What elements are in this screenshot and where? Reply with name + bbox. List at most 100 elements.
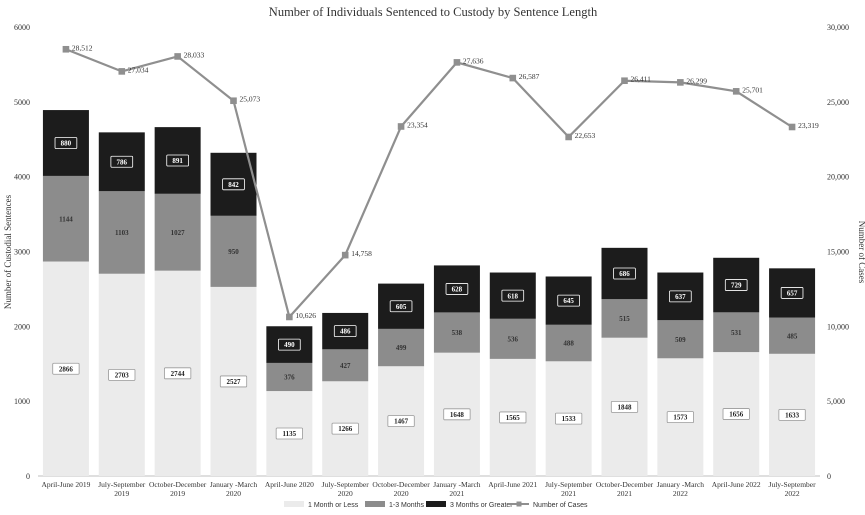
x-tick-label: April-June 2022: [712, 480, 761, 489]
data-label-box: [389, 300, 413, 313]
x-tick-label: 2020: [338, 489, 353, 498]
bar-segment: [378, 328, 425, 367]
data-label: 1103: [115, 229, 129, 237]
legend-swatch: [426, 501, 446, 507]
data-label: 531: [731, 329, 742, 337]
y-tick-label: 3000: [14, 248, 30, 257]
data-label: 605: [396, 303, 407, 311]
x-tick-label: July-September: [322, 480, 370, 489]
line-point: [565, 133, 572, 141]
data-label-box: [108, 368, 136, 381]
x-tick-label: October-December: [149, 480, 207, 489]
bar-segment: [210, 215, 257, 287]
data-label-box: [555, 412, 583, 425]
data-label: 891: [172, 157, 183, 165]
bar-segment: [769, 317, 816, 354]
bar-segment: [433, 312, 480, 353]
x-tick-label: July-September: [98, 480, 146, 489]
data-label: 628: [452, 286, 463, 294]
data-label-box: [387, 415, 415, 428]
x-tick-label: January -March: [657, 480, 705, 489]
bar-segment: [42, 175, 89, 262]
data-label: 1656: [729, 411, 744, 419]
line-data-label: 28,512: [72, 43, 93, 52]
bar-segment: [98, 191, 145, 274]
bar-segment: [601, 299, 648, 338]
line-point: [118, 68, 126, 75]
data-label: 645: [563, 297, 574, 305]
data-label: 509: [675, 336, 686, 344]
legend-swatch: [284, 501, 304, 507]
bar-segment: [489, 318, 536, 359]
y-tick-label: 0: [26, 472, 30, 481]
data-label-box: [669, 290, 692, 303]
x-tick-label: 2020: [226, 489, 241, 498]
data-label: 490: [284, 341, 295, 349]
line-data-label: 27,636: [463, 56, 484, 65]
y-tick-label: 1000: [14, 397, 30, 406]
x-tick-label: 2021: [561, 489, 576, 498]
line-point: [453, 59, 461, 66]
legend-swatch-marker: [516, 501, 522, 507]
line-point: [174, 53, 181, 60]
data-label: 637: [675, 293, 686, 301]
y2-tick-label: 25,000: [827, 98, 849, 107]
legend-label: 3 Months or Greater: [450, 502, 513, 509]
x-tick-label: 2021: [617, 489, 632, 498]
y2-tick-label: 5,000: [827, 397, 845, 406]
legend-label: Number of Cases: [533, 502, 588, 509]
x-tick-label: 2022: [785, 489, 800, 498]
data-label: 880: [61, 140, 72, 148]
line-point: [286, 313, 293, 321]
data-label: 1135: [283, 430, 297, 438]
line-data-label: 26,299: [686, 76, 707, 85]
data-label-box: [275, 427, 303, 440]
data-label: 657: [787, 290, 798, 298]
data-label-box: [278, 338, 301, 351]
line-data-label: 25,701: [742, 85, 763, 94]
line-data-label: 23,319: [798, 121, 819, 130]
data-label: 485: [787, 332, 798, 340]
line-data-label: 25,073: [240, 95, 261, 104]
line-data-label: 27,034: [128, 65, 149, 74]
data-label: 729: [731, 282, 742, 290]
x-tick-label: 2019: [114, 489, 129, 498]
data-label: 376: [284, 374, 295, 382]
data-label: 1467: [394, 418, 409, 426]
data-label-box: [501, 289, 525, 302]
y2-tick-label: 20,000: [827, 173, 849, 182]
data-label: 786: [117, 158, 128, 166]
legend-swatch: [365, 501, 385, 507]
data-label: 1633: [785, 411, 800, 419]
data-label-box: [52, 362, 80, 375]
data-label-box: [164, 367, 192, 380]
x-tick-label: January -March: [433, 480, 481, 489]
data-label-box: [666, 411, 694, 424]
y2-axis-title: Number of Cases: [857, 221, 865, 284]
bar-segment: [322, 349, 369, 382]
line-point: [621, 77, 628, 85]
data-label-box: [610, 400, 639, 413]
x-tick-label: July-September: [545, 480, 593, 489]
bar-segment: [266, 362, 313, 392]
x-tick-label: October-December: [596, 480, 654, 489]
bar-segment: [154, 193, 201, 271]
data-label: 950: [228, 248, 239, 256]
data-label: 1565: [506, 414, 521, 422]
chart-title: Number of Individuals Sentenced to Custo…: [269, 5, 598, 19]
data-label-box: [443, 408, 471, 421]
bar-segment: [713, 312, 760, 353]
data-label-box: [166, 154, 189, 167]
legend-label: 1 Month or Less: [308, 502, 359, 509]
line-data-label: 28,033: [184, 50, 205, 59]
x-tick-label: April-June 2021: [488, 480, 537, 489]
data-label: 515: [619, 315, 630, 323]
data-label: 1533: [562, 415, 577, 423]
x-tick-label: 2020: [394, 489, 409, 498]
data-label: 686: [619, 270, 630, 278]
data-label: 538: [452, 329, 463, 337]
line-point: [397, 123, 405, 130]
data-label-box: [333, 325, 357, 338]
line-data-label: 26,411: [631, 75, 652, 84]
data-label: 2703: [115, 371, 130, 379]
